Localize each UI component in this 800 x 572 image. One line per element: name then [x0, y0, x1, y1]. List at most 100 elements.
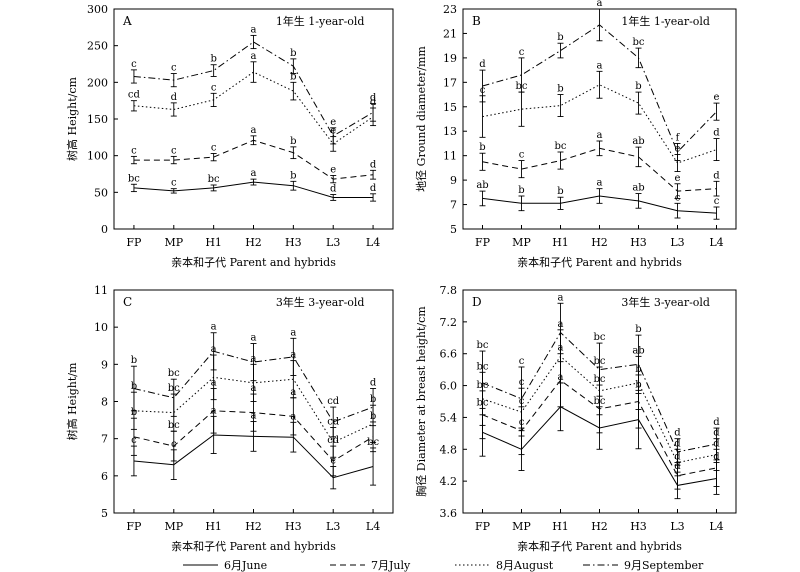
y-tick-label: 7 — [101, 433, 108, 446]
y-tick-label: 21 — [443, 27, 457, 40]
significance-label: a — [251, 168, 257, 179]
series-september: b bc a a a cd d — [131, 322, 377, 438]
significance-label: bc — [208, 174, 220, 185]
panel-title: 1年生 1-year-old — [621, 14, 710, 28]
y-tick-label: 23 — [443, 3, 457, 16]
x-tick-label: L3 — [326, 236, 340, 249]
y-tick-label: 50 — [94, 186, 108, 199]
y-axis-label: 树高 Height/m — [65, 362, 79, 440]
significance-label: d — [370, 97, 377, 108]
significance-label: ab — [476, 180, 488, 191]
x-tick-label: FP — [126, 520, 142, 533]
y-tick-label: 0 — [101, 223, 108, 236]
x-axis-label: 亲本和子代 Parent and hybrids — [171, 539, 336, 553]
x-tick-label: L4 — [709, 520, 723, 533]
significance-label: b — [290, 170, 296, 181]
panel-letter: B — [472, 14, 481, 28]
significance-label: bc — [476, 340, 488, 351]
significance-label: d — [674, 428, 681, 439]
y-tick-label: 250 — [87, 40, 108, 53]
significance-label: d — [370, 183, 377, 194]
significance-label: e — [675, 173, 681, 184]
y-tick-label: 13 — [443, 125, 457, 138]
y-tick-label: 10 — [94, 321, 108, 334]
panel-title: 1年生 1-year-old — [276, 14, 365, 28]
x-tick-label: L4 — [366, 236, 380, 249]
y-tick-label: 100 — [87, 150, 108, 163]
significance-label: c — [211, 142, 217, 153]
y-tick-label: 8 — [101, 396, 108, 409]
significance-label: a — [211, 322, 217, 333]
panel-title: 3年生 3-year-old — [276, 295, 365, 309]
significance-label: b — [290, 48, 296, 59]
x-tick-label: H2 — [245, 236, 262, 249]
significance-label: c — [519, 356, 525, 367]
x-axis-label: 亲本和子代 Parent and hybrids — [517, 539, 682, 553]
legend-label-june: 6月June — [224, 559, 267, 572]
significance-label: b — [290, 136, 296, 147]
y-tick-label: 7 — [450, 199, 457, 212]
series-june: abbbaabcc — [476, 178, 720, 220]
x-tick-label: FP — [475, 236, 491, 249]
y-tick-label: 19 — [443, 52, 457, 65]
significance-label: b — [557, 32, 563, 43]
x-tick-label: L4 — [709, 236, 723, 249]
y-tick-label: 6.6 — [440, 348, 458, 361]
significance-label: d — [370, 93, 377, 104]
significance-label: c — [131, 59, 137, 70]
significance-label: d — [713, 417, 720, 428]
significance-label: e — [330, 117, 336, 128]
y-tick-label: 15 — [443, 101, 457, 114]
significance-label: b — [557, 186, 563, 197]
y-tick-label: 7.8 — [440, 284, 458, 297]
significance-label: c — [714, 196, 720, 207]
significance-label: a — [251, 24, 257, 35]
significance-label: ab — [632, 183, 644, 194]
significance-label: cd — [128, 90, 141, 101]
significance-label: a — [251, 333, 257, 344]
y-tick-label: 7.2 — [440, 316, 458, 329]
y-tick-label: 9 — [450, 174, 457, 187]
legend: 6月June 7月July 8月August 9月September — [183, 559, 704, 572]
x-tick-label: MP — [512, 520, 531, 533]
series-july: c c c a b e d — [130, 125, 377, 184]
x-tick-label: H2 — [591, 236, 608, 249]
panel-letter: A — [122, 14, 132, 28]
legend-label-august: 8月August — [496, 559, 554, 572]
y-tick-label: 200 — [87, 76, 108, 89]
x-axis-label: 亲本和子代 Parent and hybrids — [517, 255, 682, 269]
significance-label: ab — [632, 136, 644, 147]
y-tick-label: 5 — [450, 223, 457, 236]
x-tick-label: MP — [164, 236, 183, 249]
x-tick-label: L3 — [670, 520, 684, 533]
y-tick-label: 300 — [87, 3, 108, 16]
x-tick-label: L4 — [366, 520, 380, 533]
panel-c: 5 6 7 8 9 10 11 FP MP H1 H2 H3 L3 L4 亲本和子代 Parent and … — [65, 284, 394, 553]
panel-a: 0 50 100 150 200 250 300 FP MP H1 H2 H3 L3 L4 亲本和子代 Pa… — [65, 3, 394, 269]
significance-label: a — [597, 0, 603, 9]
x-tick-label: H1 — [552, 520, 569, 533]
panel-b: 5 7 9 11 13 15 17 19 21 23 FP MP H1 H2 H3 L3 L4 亲本和子代 Par… — [415, 0, 737, 269]
significance-label: b — [210, 54, 216, 65]
legend-label-july: 7月July — [371, 559, 411, 572]
x-tick-label: FP — [475, 520, 491, 533]
panel-letter: C — [123, 295, 132, 309]
significance-label: e — [714, 92, 720, 103]
panel-d: 3.6 4.2 4.8 5.4 6.0 6.6 7.2 7.8 FP MP H1 H2 H3 L3 L4 亲本… — [414, 284, 737, 553]
x-axis-label: 亲本和子代 Parent and hybrids — [171, 255, 336, 269]
y-tick-label: 5 — [101, 507, 108, 520]
significance-label: bc — [554, 141, 566, 152]
significance-label: c — [211, 82, 217, 93]
x-tick-label: FP — [126, 236, 142, 249]
significance-label: bc — [168, 368, 180, 379]
significance-label: b — [557, 84, 563, 95]
y-axis-label: 树高 Height/cm — [65, 76, 79, 161]
y-tick-label: 9 — [101, 358, 108, 371]
significance-label: b — [131, 355, 137, 366]
significance-label: a — [597, 178, 603, 189]
x-tick-label: H2 — [591, 520, 608, 533]
y-axis-label: 胸径 Diameter at breast height/cm — [414, 306, 428, 497]
y-tick-label: 150 — [87, 113, 108, 126]
